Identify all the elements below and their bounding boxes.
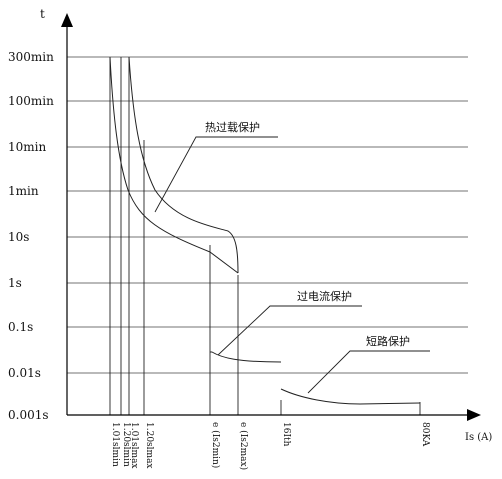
short-circuit-curve xyxy=(280,388,421,405)
annotation-leader xyxy=(154,136,278,213)
y-tick-label: 0.01s xyxy=(8,366,41,380)
protection-curves xyxy=(109,56,421,405)
annotation-leader xyxy=(217,305,362,356)
annotation-leader xyxy=(307,350,430,394)
y-axis-label: t xyxy=(40,7,45,21)
annotation-label: 过电流保护 xyxy=(297,289,352,303)
y-tick-labels: 300min 100min 10min 1min 10s 1s 0.1s 0.01s 0.001… xyxy=(8,50,54,422)
thermal-curve-upper xyxy=(128,56,239,274)
thermal-band-end xyxy=(209,251,239,274)
x-tick-label: 1.01slmax xyxy=(129,422,139,469)
x-tick-label: e (Is2min) xyxy=(210,422,221,468)
y-tick-label: 1min xyxy=(8,184,39,198)
x-axis-label: Is (A) xyxy=(465,432,492,443)
y-tick-label: 300min xyxy=(8,50,54,64)
y-tick-label: 0.1s xyxy=(8,320,33,334)
x-tick-label: 80KA xyxy=(420,422,430,447)
y-tick-label: 100min xyxy=(8,94,54,108)
x-axis-arrow xyxy=(467,409,481,421)
x-tick-label: e (Is2max) xyxy=(238,422,249,470)
x-tick-label: 1.20slmax xyxy=(144,422,154,469)
overcurrent-curve xyxy=(210,351,282,363)
x-tick-label: 1.01slmin xyxy=(110,422,120,467)
horizontal-gridlines xyxy=(67,56,468,374)
x-tick-lines xyxy=(109,57,421,415)
y-axis-arrow xyxy=(61,13,73,27)
axes: t Is (A) xyxy=(40,7,492,443)
x-tick-label: 1.20slmin xyxy=(121,422,131,467)
thermal-curve-lower xyxy=(109,56,211,253)
y-tick-label: 10s xyxy=(8,230,29,244)
y-tick-label: 0.001s xyxy=(8,408,49,422)
annotation-label: 短路保护 xyxy=(366,334,410,348)
annotation-label: 热过载保护 xyxy=(205,120,260,134)
y-tick-label: 1s xyxy=(8,276,22,290)
y-tick-label: 10min xyxy=(8,140,46,154)
x-tick-label: 16Ith xyxy=(281,422,291,447)
